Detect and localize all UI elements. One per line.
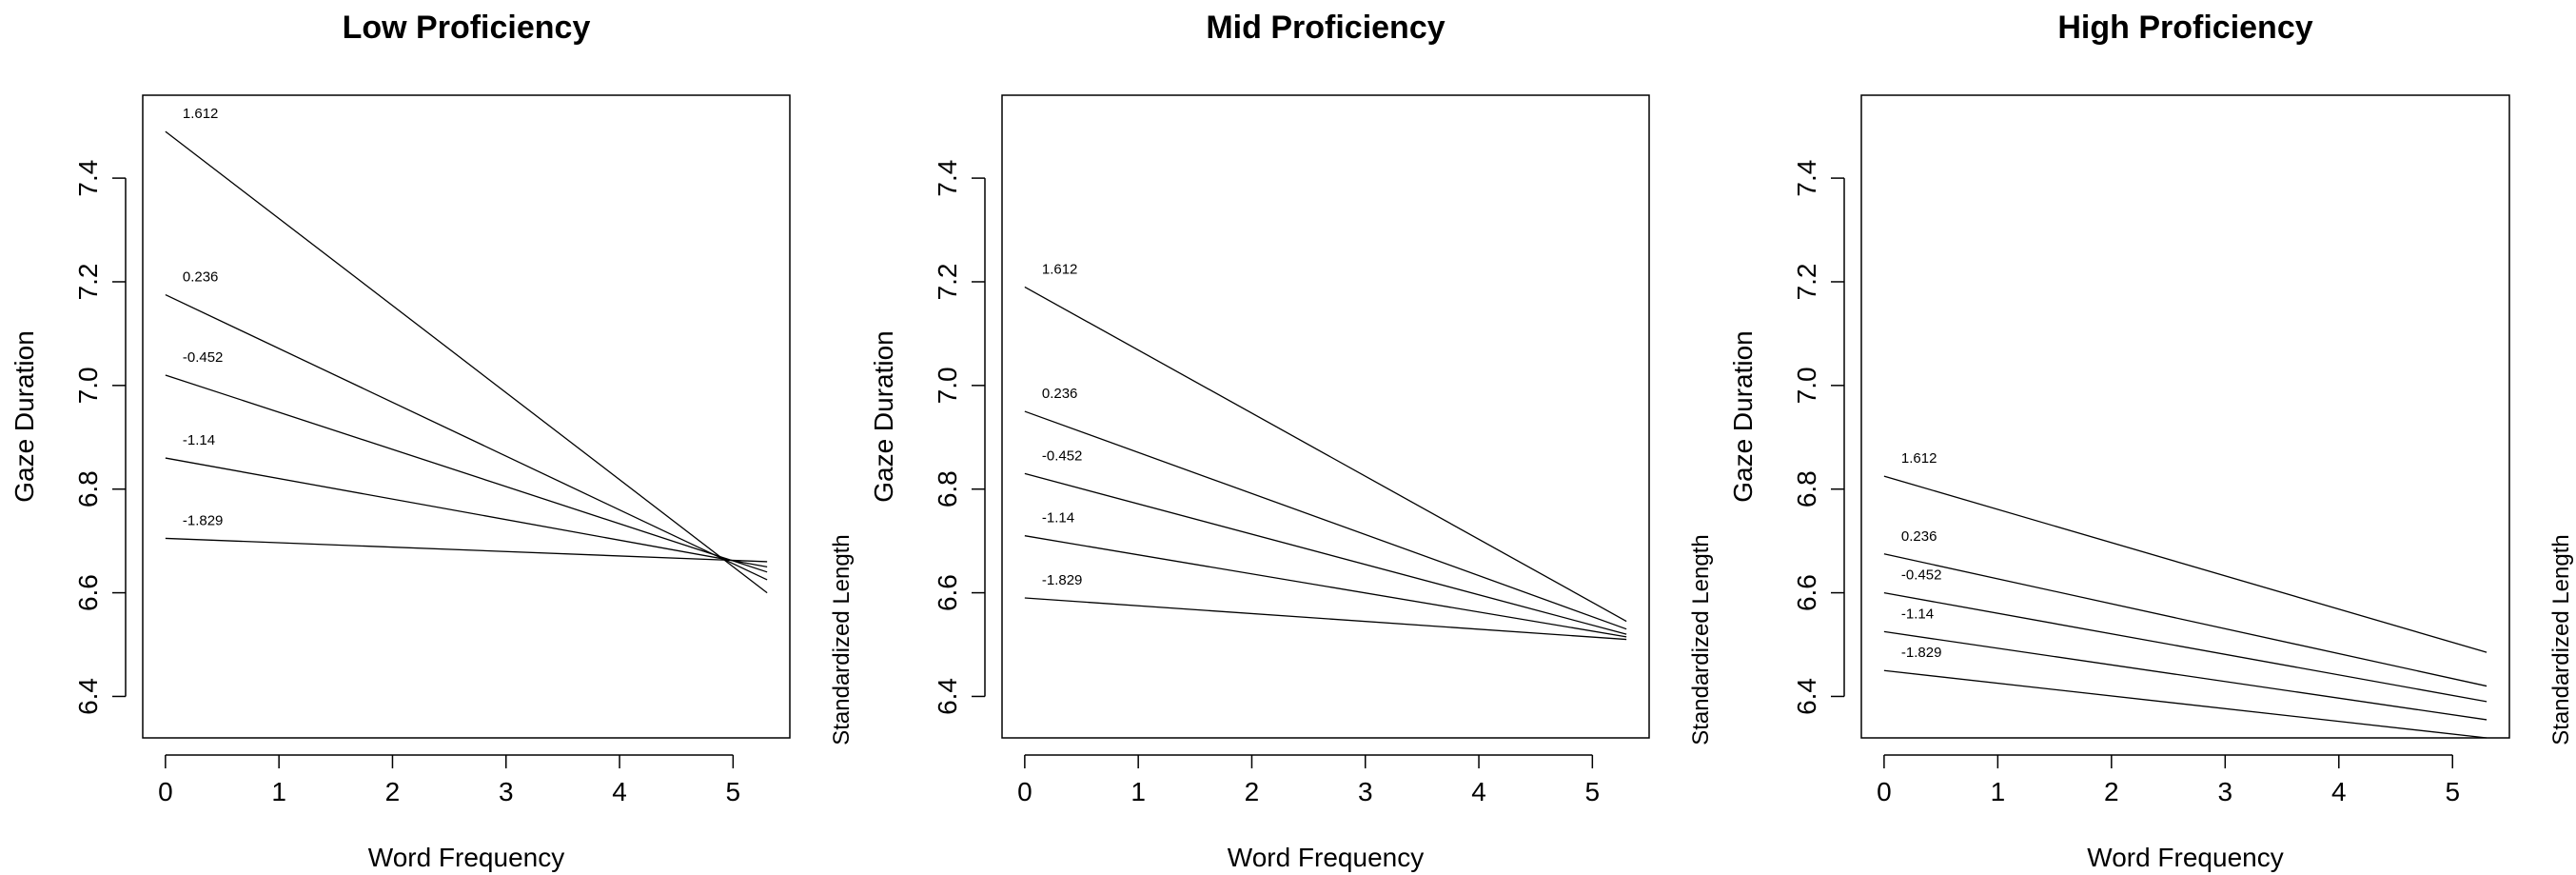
series-label: 0.236	[1901, 528, 1937, 545]
y-axis-label: Gaze Duration	[869, 330, 898, 503]
x-tick-label: 4	[612, 777, 627, 806]
y-tick-label: 7.0	[1792, 367, 1821, 404]
y-tick-label: 6.4	[933, 678, 962, 715]
x-tick-label: 4	[2331, 777, 2347, 806]
series-line	[1883, 475, 2488, 653]
series-label: 1.612	[1901, 450, 1937, 467]
x-axis-label: Word Frequency	[2087, 843, 2283, 872]
panel-1: Low Proficiency 0 1 2 3 4 5 6.4 6.6 6.8 7.0 7.2 7.4 W…	[10, 10, 855, 872]
y-axis-label: Gaze Duration	[1728, 330, 1758, 503]
side-label: Standardized Length	[829, 534, 855, 746]
series-label: -0.452	[183, 349, 224, 366]
series-label: -1.14	[183, 432, 215, 448]
x-tick-label: 3	[499, 777, 514, 806]
y-axis-label: Gaze Duration	[10, 330, 39, 503]
series-line	[1883, 591, 2488, 703]
x-tick-label: 2	[2104, 777, 2119, 806]
series-label: -1.14	[1042, 510, 1074, 527]
series-label: 0.236	[183, 269, 219, 286]
series-label: 1.612	[183, 106, 219, 122]
y-tick-label: 6.6	[933, 574, 962, 611]
series-label: -1.829	[1042, 572, 1083, 588]
y-tick-label: 7.4	[1792, 160, 1821, 197]
x-axis-label: Word Frequency	[1228, 843, 1424, 872]
x-tick-label: 5	[1585, 777, 1601, 806]
x-tick-label: 4	[1471, 777, 1486, 806]
x-tick-label: 1	[271, 777, 286, 806]
series-line	[1024, 410, 1627, 630]
series-line	[165, 293, 768, 581]
x-tick-label: 0	[1877, 777, 1892, 806]
y-tick-label: 7.4	[73, 160, 103, 197]
x-tick-label: 2	[1245, 777, 1260, 806]
y-tick-label: 7.4	[933, 160, 962, 197]
plot-frame	[1001, 94, 1650, 739]
plot-frame	[1860, 94, 2510, 739]
y-tick-label: 6.6	[1792, 574, 1821, 611]
series-line	[165, 537, 768, 563]
panel-2: Mid Proficiency 0 1 2 3 4 5 6.4 6.6 6.8 7.0 7.2 7.4 W…	[869, 10, 1714, 872]
series-line	[165, 374, 768, 573]
x-tick-label: 2	[385, 777, 401, 806]
x-tick-label: 0	[158, 777, 173, 806]
series-line	[165, 130, 768, 594]
chart-title: Mid Proficiency	[1206, 10, 1445, 46]
y-tick-label: 7.2	[1792, 263, 1821, 300]
y-tick-label: 6.8	[73, 470, 103, 507]
y-tick-label: 7.2	[933, 263, 962, 300]
series-line	[1024, 286, 1627, 623]
x-tick-label: 5	[726, 777, 741, 806]
series-label: -1.829	[183, 512, 224, 528]
x-tick-label: 3	[2218, 777, 2233, 806]
series-line	[1024, 535, 1627, 638]
y-tick-label: 6.8	[1792, 470, 1821, 507]
plot-frame	[142, 94, 791, 739]
series-label: 1.612	[1042, 261, 1078, 277]
y-tick-label: 7.0	[933, 367, 962, 404]
y-tick-label: 7.2	[73, 263, 103, 300]
series-line	[1024, 472, 1627, 635]
x-tick-label: 5	[2445, 777, 2460, 806]
series-line	[1883, 669, 2488, 739]
side-label: Standardized Length	[2548, 534, 2574, 746]
panel-3: High Proficiency 0 1 2 3 4 5 6.4 6.6 6.8 7.0 7.2 7.4…	[1728, 10, 2574, 872]
series-label: -1.829	[1901, 645, 1942, 661]
series-label: -0.452	[1042, 447, 1083, 464]
series-line	[1024, 597, 1627, 641]
x-axis-label: Word Frequency	[368, 843, 564, 872]
x-tick-label: 1	[1131, 777, 1146, 806]
y-tick-label: 6.8	[933, 470, 962, 507]
chart-title: High Proficiency	[2057, 10, 2312, 46]
x-tick-label: 3	[1358, 777, 1373, 806]
series-label: 0.236	[1042, 386, 1078, 402]
y-tick-label: 7.0	[73, 367, 103, 404]
y-tick-label: 6.4	[73, 678, 103, 715]
series-label: -1.14	[1901, 606, 1934, 622]
series-line	[1883, 630, 2488, 721]
y-tick-label: 6.4	[1792, 678, 1821, 715]
side-label: Standardized Length	[1688, 534, 1714, 746]
series-line	[165, 457, 768, 568]
chart-title: Low Proficiency	[343, 10, 591, 46]
series-line	[1883, 553, 2488, 687]
x-tick-label: 1	[1991, 777, 2006, 806]
x-tick-label: 0	[1017, 777, 1032, 806]
y-tick-label: 6.6	[73, 574, 103, 611]
series-label: -0.452	[1901, 567, 1942, 584]
